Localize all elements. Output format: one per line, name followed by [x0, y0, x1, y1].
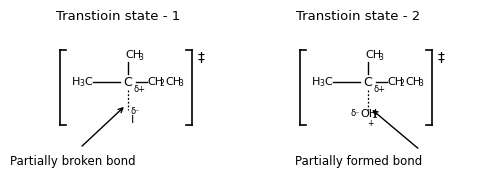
Text: 3: 3	[138, 52, 143, 61]
Text: 3: 3	[319, 80, 324, 89]
Text: C: C	[324, 77, 332, 87]
Text: δ⁻: δ⁻	[131, 108, 140, 117]
Text: CH: CH	[165, 77, 181, 87]
Text: 2: 2	[400, 80, 405, 89]
Text: C: C	[364, 76, 372, 89]
Text: 3: 3	[378, 52, 383, 61]
Text: ‡: ‡	[438, 51, 445, 65]
Text: 3: 3	[79, 80, 84, 89]
Text: 2: 2	[160, 80, 165, 89]
Text: 3: 3	[418, 80, 423, 89]
Text: H: H	[72, 77, 80, 87]
Text: δ⁻: δ⁻	[351, 109, 361, 118]
Text: CH: CH	[125, 50, 141, 60]
Text: H: H	[312, 77, 320, 87]
Text: δ+: δ+	[134, 84, 146, 93]
Text: CH: CH	[365, 50, 381, 60]
Text: CH: CH	[147, 77, 163, 87]
Text: C: C	[124, 76, 132, 89]
Text: Transtioin state - 1: Transtioin state - 1	[56, 10, 180, 23]
Text: Partially broken bond: Partially broken bond	[10, 155, 136, 168]
Text: OH: OH	[360, 109, 377, 119]
Text: 3: 3	[178, 80, 183, 89]
Text: 2: 2	[373, 112, 378, 121]
Text: CH: CH	[405, 77, 421, 87]
Text: I: I	[131, 115, 134, 125]
Text: δ+: δ+	[374, 84, 386, 93]
Text: +: +	[367, 118, 373, 127]
Text: C: C	[84, 77, 92, 87]
Text: ‡: ‡	[198, 51, 205, 65]
Text: Partially formed bond: Partially formed bond	[295, 155, 422, 168]
Text: CH: CH	[387, 77, 403, 87]
Text: Transtioin state - 2: Transtioin state - 2	[296, 10, 420, 23]
